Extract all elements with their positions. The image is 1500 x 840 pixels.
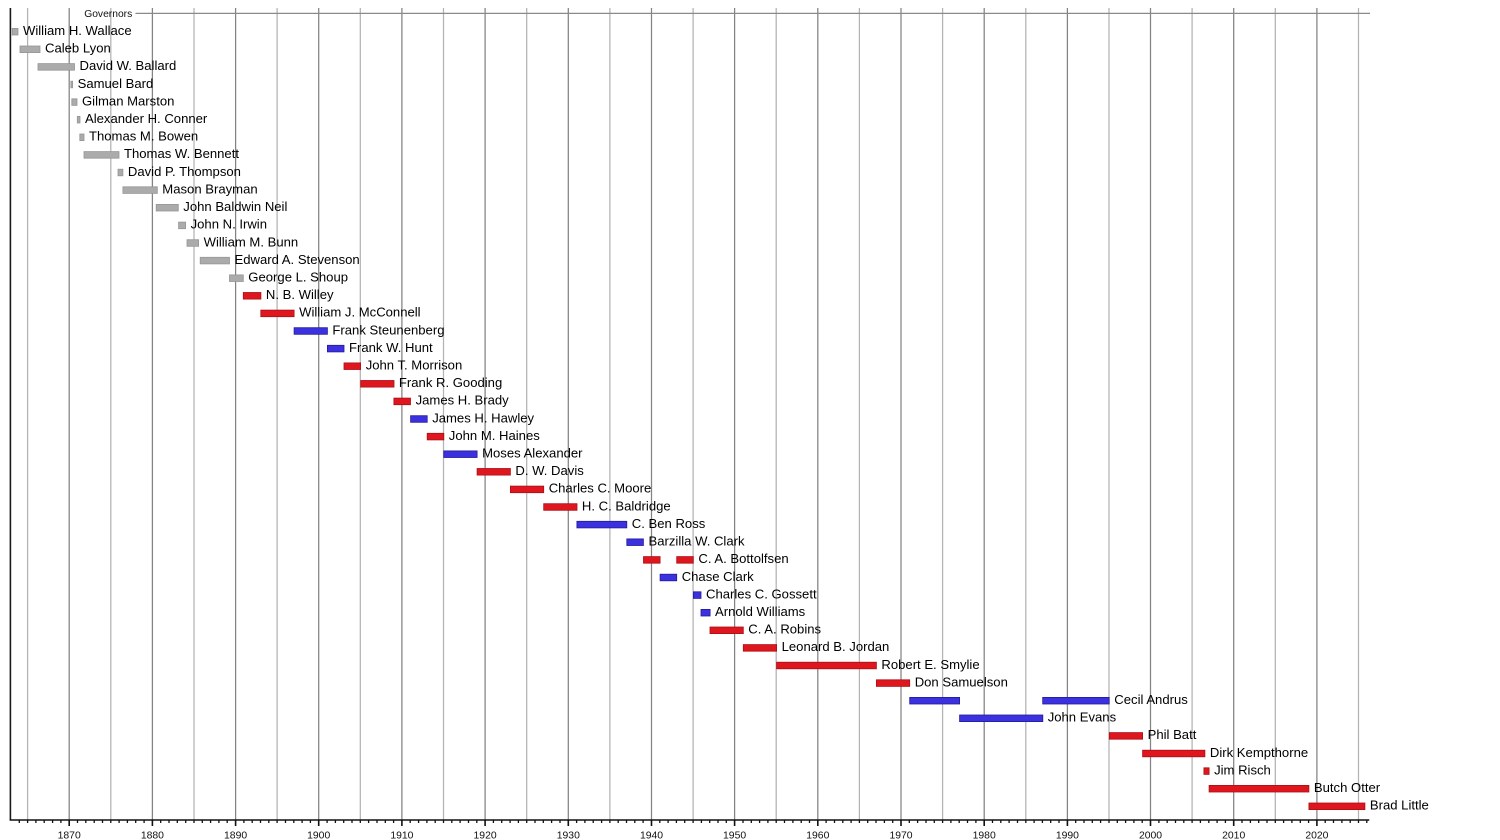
svg-text:C. A. Robins: C. A. Robins bbox=[748, 622, 821, 637]
svg-text:Robert E. Smylie: Robert E. Smylie bbox=[881, 657, 979, 672]
svg-text:William H. Wallace: William H. Wallace bbox=[23, 23, 132, 38]
svg-text:1950: 1950 bbox=[723, 831, 746, 840]
svg-text:John Baldwin Neil: John Baldwin Neil bbox=[183, 199, 287, 214]
svg-text:John M. Haines: John M. Haines bbox=[449, 428, 540, 443]
svg-text:Barzilla W. Clark: Barzilla W. Clark bbox=[649, 534, 745, 549]
svg-text:Edward A. Stevenson: Edward A. Stevenson bbox=[235, 252, 360, 267]
svg-text:2000: 2000 bbox=[1139, 831, 1162, 840]
svg-text:William M. Bunn: William M. Bunn bbox=[204, 234, 299, 249]
svg-text:George L. Shoup: George L. Shoup bbox=[248, 270, 348, 285]
svg-text:John Evans: John Evans bbox=[1048, 710, 1117, 725]
svg-text:1940: 1940 bbox=[640, 831, 663, 840]
svg-text:Mason Brayman: Mason Brayman bbox=[162, 181, 257, 196]
svg-text:Thomas M. Bowen: Thomas M. Bowen bbox=[89, 129, 198, 144]
svg-text:C. A. Bottolfsen: C. A. Bottolfsen bbox=[698, 551, 788, 566]
svg-text:Cecil Andrus: Cecil Andrus bbox=[1114, 692, 1188, 707]
svg-text:1960: 1960 bbox=[806, 831, 829, 840]
svg-text:Charles C. Moore: Charles C. Moore bbox=[549, 481, 652, 496]
svg-text:Alexander H. Conner: Alexander H. Conner bbox=[85, 111, 208, 126]
svg-text:H. C. Baldridge: H. C. Baldridge bbox=[582, 498, 671, 513]
svg-text:1870: 1870 bbox=[58, 831, 81, 840]
svg-text:Dirk Kempthorne: Dirk Kempthorne bbox=[1210, 745, 1308, 760]
svg-text:David W. Ballard: David W. Ballard bbox=[80, 58, 177, 73]
svg-text:Samuel Bard: Samuel Bard bbox=[78, 76, 154, 91]
svg-text:Moses Alexander: Moses Alexander bbox=[482, 446, 583, 461]
svg-text:Frank Steunenberg: Frank Steunenberg bbox=[332, 322, 444, 337]
svg-text:Thomas W. Bennett: Thomas W. Bennett bbox=[124, 146, 239, 161]
svg-text:1920: 1920 bbox=[474, 831, 497, 840]
svg-text:Brad Little: Brad Little bbox=[1370, 798, 1429, 813]
svg-text:Frank R. Gooding: Frank R. Gooding bbox=[399, 375, 502, 390]
svg-text:1910: 1910 bbox=[390, 831, 413, 840]
svg-text:John T. Morrison: John T. Morrison bbox=[366, 358, 463, 373]
svg-text:1930: 1930 bbox=[557, 831, 580, 840]
svg-text:Gilman Marston: Gilman Marston bbox=[82, 93, 174, 108]
svg-text:1980: 1980 bbox=[973, 831, 996, 840]
svg-text:D. W. Davis: D. W. Davis bbox=[515, 463, 584, 478]
svg-text:David P. Thompson: David P. Thompson bbox=[128, 164, 241, 179]
svg-text:Butch Otter: Butch Otter bbox=[1314, 780, 1381, 795]
svg-text:N. B. Willey: N. B. Willey bbox=[266, 287, 334, 302]
svg-text:Frank W. Hunt: Frank W. Hunt bbox=[349, 340, 433, 355]
svg-text:Phil Batt: Phil Batt bbox=[1148, 727, 1197, 742]
svg-text:Chase Clark: Chase Clark bbox=[682, 569, 754, 584]
svg-text:James H. Hawley: James H. Hawley bbox=[432, 410, 534, 425]
svg-text:1970: 1970 bbox=[889, 831, 912, 840]
svg-text:C. Ben Ross: C. Ben Ross bbox=[632, 516, 706, 531]
svg-text:1990: 1990 bbox=[1056, 831, 1079, 840]
svg-text:2020: 2020 bbox=[1305, 831, 1328, 840]
svg-text:1900: 1900 bbox=[307, 831, 330, 840]
svg-text:William J. McConnell: William J. McConnell bbox=[299, 305, 421, 320]
svg-text:Jim Risch: Jim Risch bbox=[1214, 762, 1271, 777]
svg-text:1890: 1890 bbox=[224, 831, 247, 840]
svg-text:James H. Brady: James H. Brady bbox=[416, 393, 510, 408]
svg-text:Governors: Governors bbox=[84, 9, 132, 20]
svg-text:Charles C. Gossett: Charles C. Gossett bbox=[706, 586, 817, 601]
svg-text:Don Samuelson: Don Samuelson bbox=[915, 674, 1008, 689]
svg-text:Caleb Lyon: Caleb Lyon bbox=[45, 41, 111, 56]
svg-text:Leonard B. Jordan: Leonard B. Jordan bbox=[782, 639, 890, 654]
svg-text:John N. Irwin: John N. Irwin bbox=[191, 217, 267, 232]
svg-text:1880: 1880 bbox=[141, 831, 164, 840]
svg-text:Arnold Williams: Arnold Williams bbox=[715, 604, 806, 619]
svg-text:2010: 2010 bbox=[1222, 831, 1245, 840]
